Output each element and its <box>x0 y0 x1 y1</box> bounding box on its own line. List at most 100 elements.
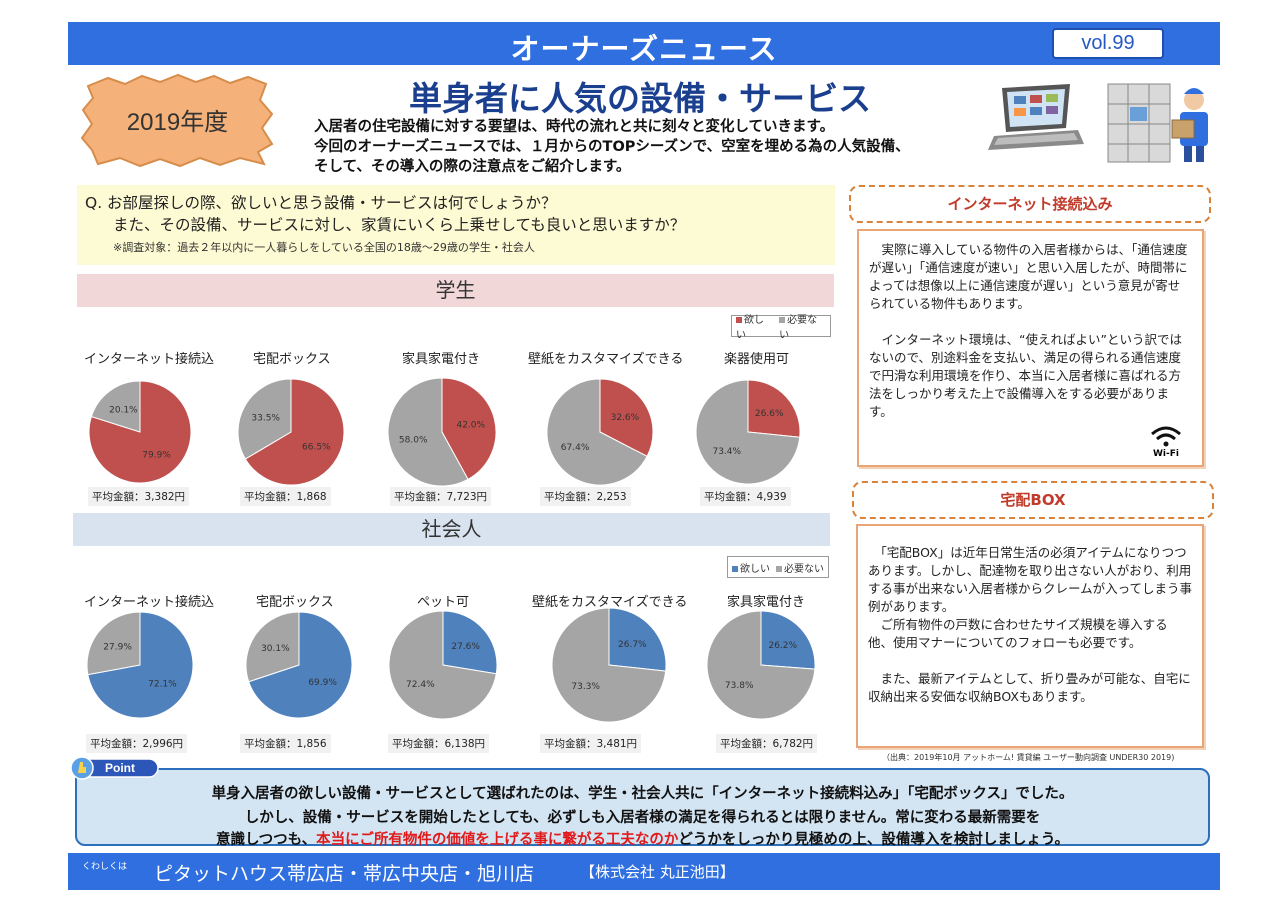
legend-item: 欲しい <box>732 560 770 575</box>
survey-question-box: Q. お部屋探しの際、欲しいと思う設備・サービスは何でしょうか？ また、その設備… <box>77 185 835 265</box>
pie-chart: 72.1% 27.9% <box>86 611 194 719</box>
delivery-box-textbox: 「宅配BOX」は近年日常生活の必須アイテムになりつつあります。しかし、配達物を取… <box>856 524 1204 748</box>
internet-heading: インターネット接続込み <box>849 185 1211 223</box>
hand-icon <box>78 762 86 773</box>
pie-title: インターネット接続込 <box>84 595 215 610</box>
workers-legend: 欲しい 必要ない <box>727 556 829 578</box>
delivery-paragraph: また、最新アイテムとして、折り畳みが可能な、自宅に収納出来る安価な収納BOXもあ… <box>868 671 1191 704</box>
pie-title: ペット可 <box>417 595 470 610</box>
pie-label-want: 26.2% <box>768 641 797 651</box>
average-amount: 平均金額：3,481円 <box>540 734 642 753</box>
pie-label-want: 66.5% <box>302 442 331 452</box>
pie-slice-want <box>747 379 801 438</box>
pie-label-no: 73.4% <box>712 447 741 457</box>
pie-slice-no <box>388 610 497 720</box>
wifi-label: Wi-Fi <box>1153 449 1179 458</box>
footer-bar: くわしくは ピタットハウス帯広店・帯広中央店・旭川店 【株式会社 丸正池田】 <box>68 853 1220 890</box>
pie-chart: 27.6% 72.4% <box>388 610 498 720</box>
average-amount: 平均金額：1,856 <box>240 734 331 753</box>
pie-label-no: 58.0% <box>399 435 428 445</box>
volume-badge: vol.99 <box>1052 28 1164 59</box>
pie-slice-want <box>608 607 667 672</box>
average-amount: 平均金額：2,996円 <box>86 734 188 753</box>
average-amount: 平均金額：6,782円 <box>716 734 818 753</box>
pie-slice-want <box>441 377 497 481</box>
lead-paragraph: 入居者の住宅設備に対する要望は、時代の流れと共に刻々と変化していきます。 今回の… <box>314 117 994 177</box>
pie-title: 壁紙をカスタマイズできる <box>532 595 688 610</box>
internet-textbox: 実際に導入している物件の入居者様からは、「通信速度が遅い」「通信速度が速い」と思… <box>857 229 1204 467</box>
pie-slice-want <box>760 610 816 670</box>
pie-chart: 32.6% 67.4% <box>546 378 654 486</box>
pie-slice-no <box>546 378 648 486</box>
pie-title: 壁紙をカスタマイズできる <box>528 352 684 367</box>
workers-band: 社会人 <box>73 513 830 546</box>
average-amount: 平均金額：4,939 <box>700 487 791 506</box>
point-summary-box: 単身入居者の欲しい設備・サービスとして選ばれたのは、学生・社会人共に「インターネ… <box>75 768 1210 848</box>
pie-label-want: 79.9% <box>142 451 171 461</box>
pie-label-no: 73.8% <box>725 681 754 691</box>
year-label: 2019年度 <box>126 109 229 136</box>
pie-title: 楽器使用可 <box>724 352 790 367</box>
pie-slice-no <box>706 610 816 720</box>
page-headline: 単身者に人気の設備・サービス <box>409 79 871 118</box>
point-line: 単身入居者の欲しい設備・サービスとして選ばれたのは、学生・社会人共に「インターネ… <box>211 786 1074 802</box>
pie-slice-want <box>244 378 345 486</box>
newsletter-title: オーナーズニュース <box>510 32 778 66</box>
internet-paragraph: インターネット環境は、“使えればよい”という訳ではないので、別途料金を支払い、満… <box>869 332 1182 419</box>
average-amount: 平均金額：7,723円 <box>390 487 492 506</box>
pie-label-no: 73.3% <box>571 682 600 692</box>
legend-item: 必要ない <box>776 560 824 575</box>
footer-store-names: ピタットハウス帯広店・帯広中央店・旭川店 <box>154 863 535 885</box>
top-banner: オーナーズニュース vol.99 <box>68 22 1220 66</box>
delivery-box-heading: 宅配BOX <box>852 481 1214 519</box>
lead-line: 入居者の住宅設備に対する要望は、時代の流れと共に刻々と変化していきます。 <box>314 119 835 135</box>
pie-title: 家具家電付き <box>727 595 806 610</box>
delivery-paragraph: 「宅配BOX」は近年日常生活の必須アイテムになりつつあります。しかし、配達物を取… <box>868 545 1193 614</box>
lead-line: そして、その導入の際の注意点をご紹介します。 <box>314 159 631 175</box>
pie-chart: 26.6% 73.4% <box>695 379 801 485</box>
pie-label-want: 32.6% <box>611 413 640 423</box>
question-line: Q. お部屋探しの際、欲しいと思う設備・サービスは何でしょうか？ <box>85 194 557 212</box>
delivery-paragraph: ご所有物件の戸数に合わせたサイズ規模を導入する他、使用マナーについてのフォローも… <box>868 617 1168 650</box>
point-line: 意識しつつも、本当にご所有物件の価値を上げる事に繋がる工夫なのかどうかをしっかり… <box>215 832 1070 848</box>
pie-label-no: 33.5% <box>251 414 280 424</box>
pie-slice-no <box>86 611 141 676</box>
pie-label-want: 69.9% <box>308 678 337 688</box>
pie-chart: 42.0% 58.0% <box>387 377 497 487</box>
pie-label-want: 27.6% <box>451 642 480 652</box>
wifi-icon: Wi-Fi <box>1146 422 1186 459</box>
internet-paragraph: 実際に導入している物件の入居者様からは、「通信速度が遅い」「通信速度が速い」と思… <box>869 242 1188 311</box>
footer-inquiry-label: くわしくは <box>82 862 128 872</box>
pie-label-want: 72.1% <box>148 680 177 690</box>
pie-title: 家具家電付き <box>402 352 481 367</box>
pie-slice-no <box>551 607 667 723</box>
year-badge: 2019年度 <box>80 72 275 168</box>
laptop-icon <box>988 84 1084 150</box>
pie-label-no: 27.9% <box>103 642 132 652</box>
data-source: （出典：2019年10月 アットホーム! 賃貸編 ユーザー動向調査 UNDER3… <box>882 753 1175 762</box>
pie-chart: 79.9% 20.1% <box>88 380 192 484</box>
pie-slice-want <box>248 611 353 719</box>
pie-label-no: 20.1% <box>109 405 138 415</box>
pie-label-no: 72.4% <box>406 680 435 690</box>
pie-label-no: 30.1% <box>261 644 290 654</box>
pie-slice-no <box>387 377 469 487</box>
pie-slice-no <box>237 378 292 460</box>
legend-item: 必要ない <box>779 315 818 341</box>
question-line: また、その設備、サービスに対し、家賃にいくら上乗せしても良いと思いますか？ <box>113 216 686 234</box>
average-amount: 平均金額：3,382円 <box>88 487 190 506</box>
pie-title: 宅配ボックス <box>256 595 334 610</box>
pie-title: 宅配ボックス <box>253 352 331 367</box>
burst-shape-icon <box>80 73 274 168</box>
pie-chart: 66.5% 33.5% <box>237 378 345 486</box>
students-legend: 欲しい 必要ない <box>731 315 831 341</box>
pie-chart: 26.2% 73.8% <box>706 610 816 720</box>
lead-line: 今回のオーナーズニュースでは、１月からのTOPシーズンで、空室を埋める為の人気設… <box>314 139 910 155</box>
legend-item: 欲しい <box>736 315 764 341</box>
pie-chart: 26.7% 73.3% <box>551 607 667 723</box>
pie-slice-want <box>442 610 498 675</box>
pie-title: インターネット接続込 <box>84 352 215 367</box>
pie-chart: 69.9% 30.1% <box>245 611 353 719</box>
average-amount: 平均金額：6,138円 <box>388 734 490 753</box>
footer-company-name: 【株式会社 丸正池田】 <box>580 863 735 881</box>
